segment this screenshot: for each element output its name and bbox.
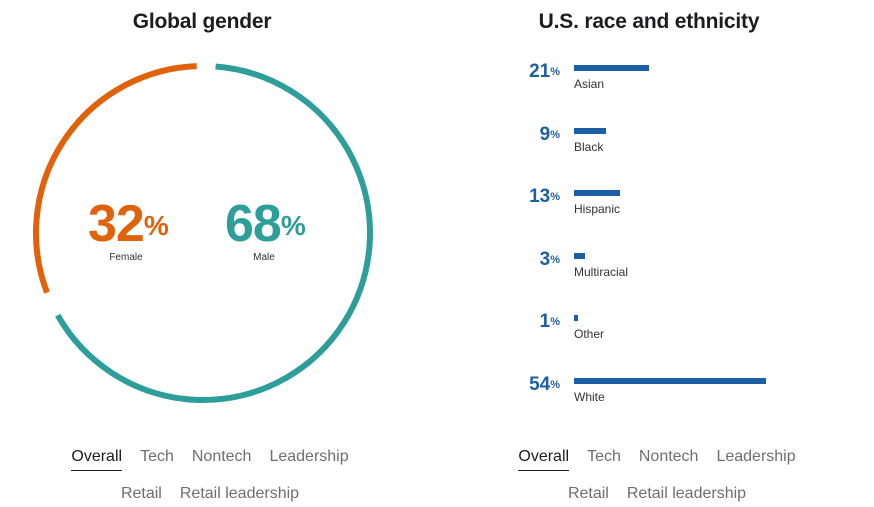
tab-overall[interactable]: Overall (518, 448, 570, 471)
race-panel: U.S. race and ethnicity 21% Asian 9% Black 1… (440, 0, 874, 505)
tab-tech[interactable]: Tech (140, 448, 174, 465)
bar-label: Hispanic (574, 202, 621, 217)
bar-label: Black (574, 139, 604, 154)
tab-retail[interactable]: Retail (567, 485, 609, 502)
tab-retail-leadership[interactable]: Retail leadership (179, 485, 300, 502)
tab-nontech[interactable]: Nontech (191, 448, 252, 465)
female-percent: 32% (88, 195, 169, 253)
bar-label: White (574, 390, 605, 404)
bar-label: Asian (574, 77, 605, 91)
race-filter-row-1: Overall Tech Nontech Leadership (440, 448, 874, 471)
tab-nontech[interactable]: Nontech (638, 448, 699, 465)
bar-value: 13% (529, 186, 560, 208)
tab-tech[interactable]: Tech (587, 448, 621, 465)
gender-filter-row-1: Overall Tech Nontech Leadership (0, 448, 420, 471)
bar-value: 54% (529, 374, 560, 395)
female-label: Female (109, 252, 143, 263)
gender-donut (33, 63, 373, 403)
male-arc (55, 63, 373, 403)
gender-filter-row-2: Retail Retail leadership (0, 485, 420, 507)
race-filter-row-2: Retail Retail leadership (440, 485, 874, 507)
bar-value: 21% (529, 61, 560, 82)
bar-white (574, 378, 766, 384)
bar-value: 1% (539, 311, 560, 333)
bar-label: Multiracial (574, 264, 629, 279)
tab-retail[interactable]: Retail (120, 485, 162, 502)
gender-panel: Global gender 32% Female 68% Male Overal… (0, 0, 420, 505)
bar-other (574, 315, 578, 322)
bar-asian (574, 65, 649, 71)
male-percent: 68% (225, 195, 306, 253)
tab-leadership[interactable]: Leadership (716, 448, 796, 465)
gender-title: Global gender (132, 10, 272, 33)
race-title: U.S. race and ethnicity (538, 10, 760, 33)
male-label: Male (253, 252, 275, 263)
female-arc (33, 63, 197, 294)
tab-retail-leadership[interactable]: Retail leadership (626, 485, 747, 502)
tab-leadership[interactable]: Leadership (269, 448, 349, 465)
bar-value: 3% (539, 248, 560, 270)
bar-multiracial (574, 252, 585, 259)
bar-hispanic (574, 190, 621, 197)
bar-label: Other (574, 327, 605, 342)
bar-black (574, 127, 606, 134)
tab-overall[interactable]: Overall (71, 448, 123, 471)
bar-value: 9% (539, 123, 560, 145)
